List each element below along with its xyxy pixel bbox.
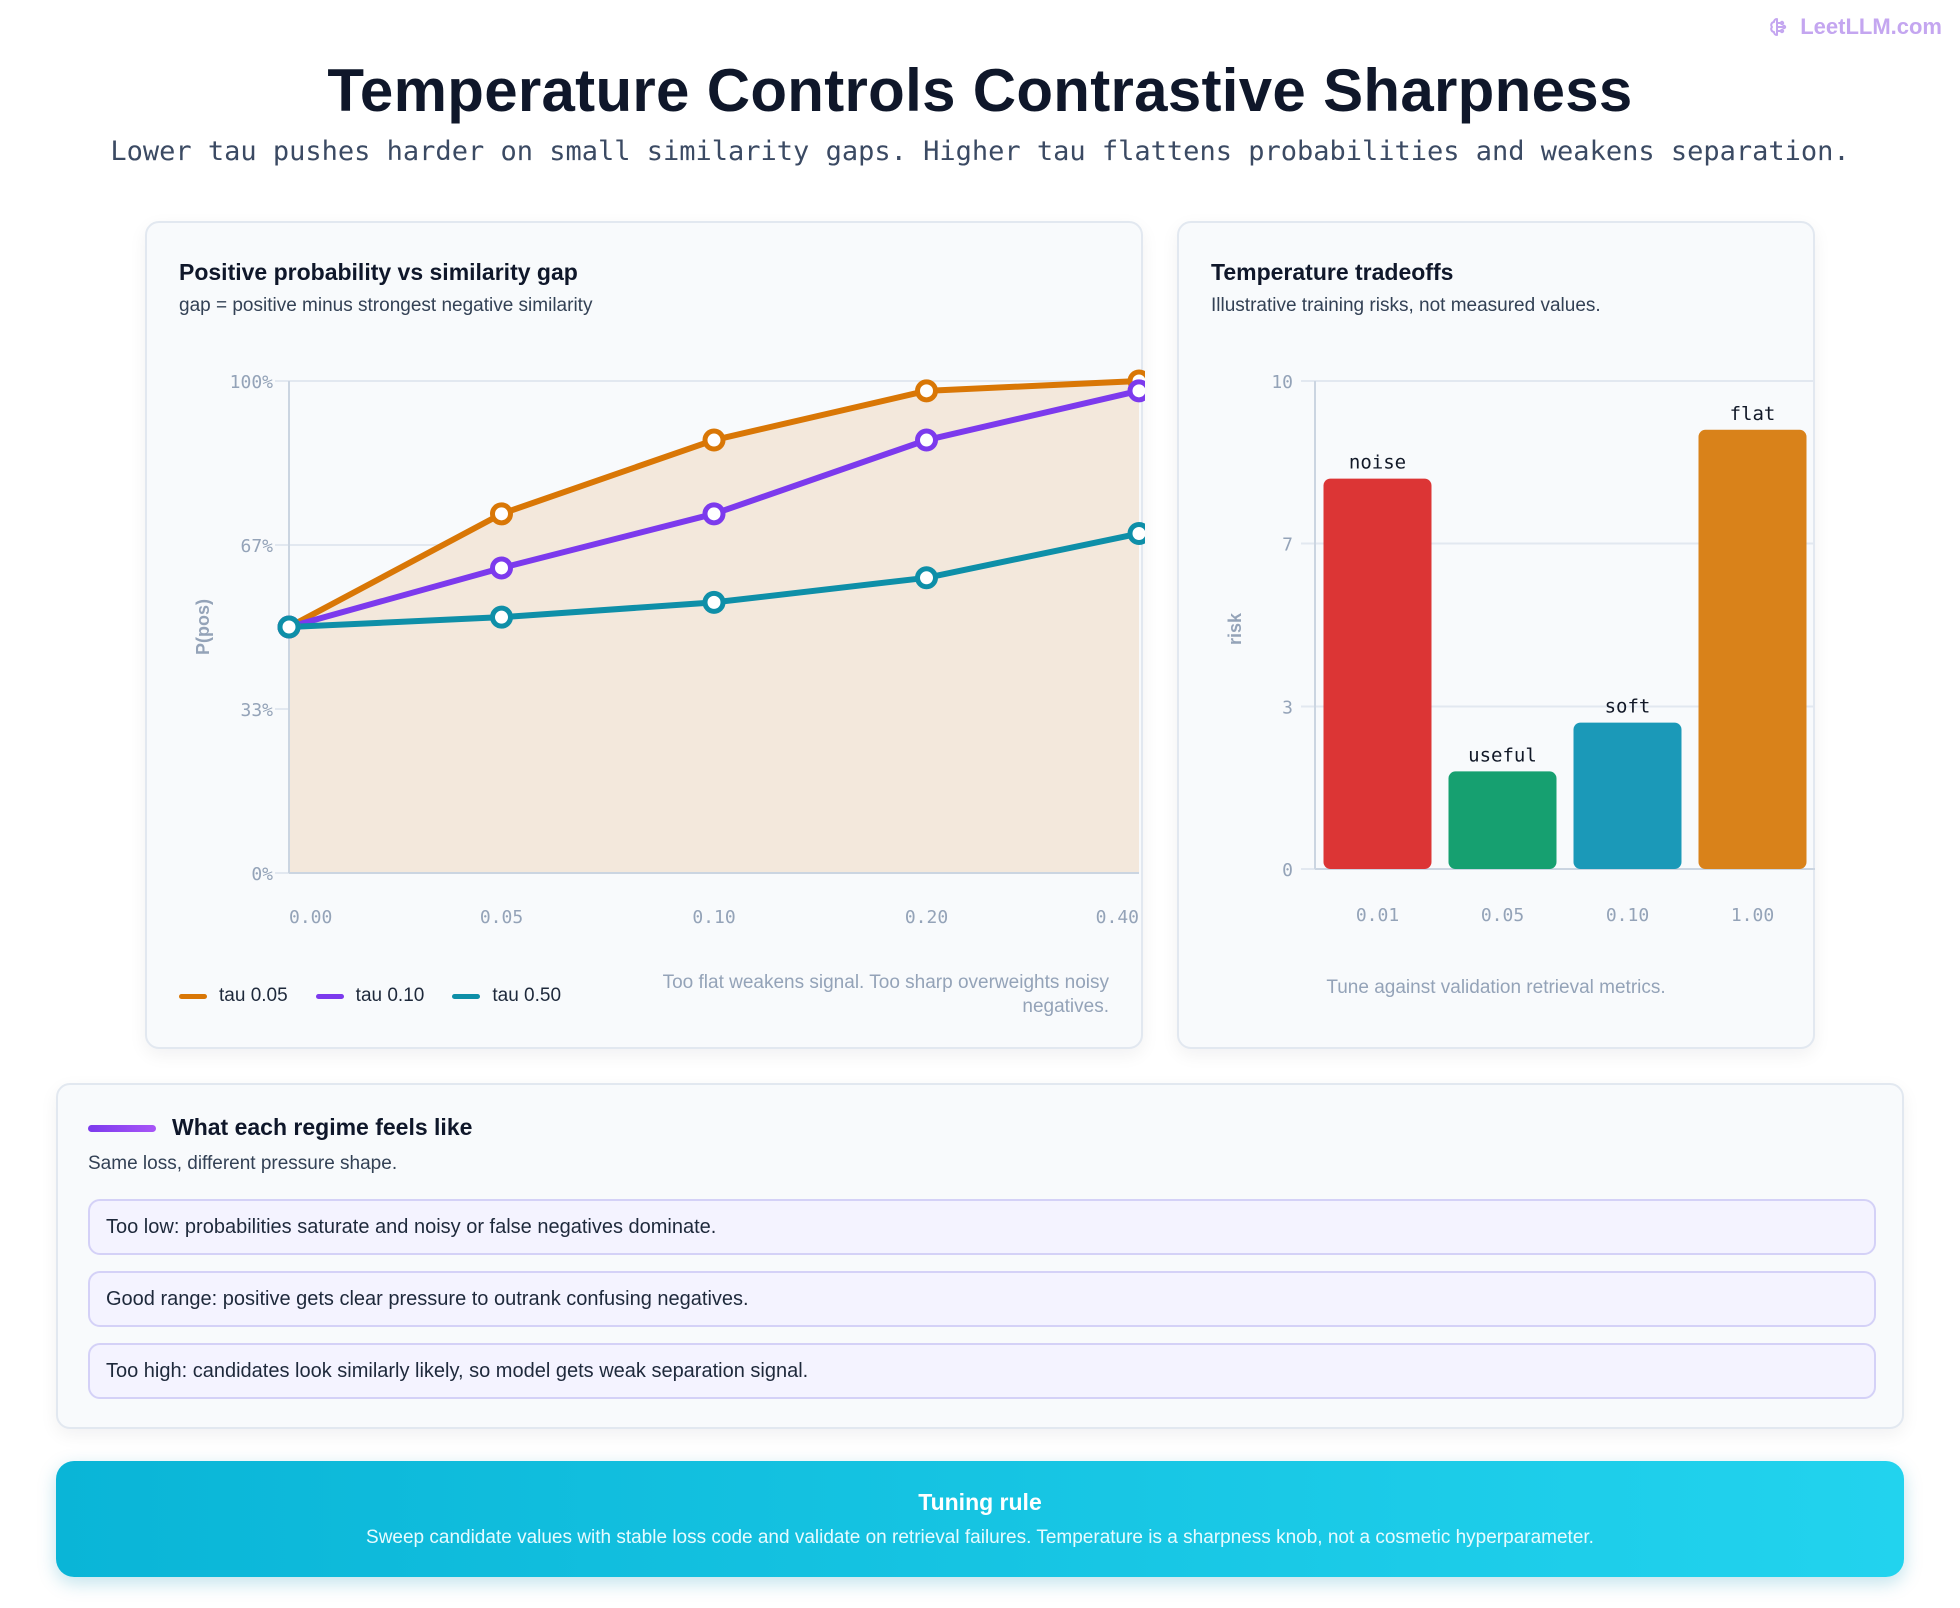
brand-name: LeetLLM.com (1800, 14, 1942, 39)
bar-noise (1323, 478, 1432, 869)
area-fill (289, 381, 1139, 873)
x-tick-label: 0.20 (905, 907, 948, 928)
bar-data-label: useful (1468, 744, 1537, 766)
bar-chart-subtitle: Illustrative training risks, not measure… (1211, 295, 1601, 316)
regimes-card: What each regime feels like Same loss, d… (56, 1083, 1904, 1429)
regimes-accent-bar (88, 1125, 156, 1132)
legend-label: tau 0.05 (219, 985, 288, 1006)
regime-item: Too high: candidates look similarly like… (88, 1343, 1876, 1399)
tuning-rule-text: Sweep candidate values with stable loss … (366, 1527, 1594, 1548)
tuning-rule-title: Tuning rule (918, 1489, 1042, 1515)
legend-item: tau 0.05 (179, 985, 288, 1007)
legend-item: tau 0.50 (452, 985, 561, 1007)
bar-soft (1573, 722, 1682, 869)
legend-item: tau 0.10 (315, 985, 425, 1007)
x-tick-label: 1.00 (1731, 905, 1774, 926)
tuning-rule-banner: Tuning rule Sweep candidate values with … (56, 1461, 1904, 1577)
regime-item: Good range: positive gets clear pressure… (88, 1271, 1876, 1327)
regimes-subtitle: Same loss, different pressure shape. (88, 1153, 398, 1174)
regimes-title: What each regime feels like (172, 1114, 473, 1140)
legend-label: tau 0.10 (355, 985, 425, 1006)
regime-item: Too low: probabilities saturate and nois… (88, 1199, 1876, 1255)
x-tick-label: 0.05 (1481, 905, 1524, 926)
data-point (702, 502, 726, 526)
page-subtitle: Lower tau pushes harder on small similar… (110, 136, 1850, 167)
data-point (915, 428, 938, 452)
data-point (490, 502, 513, 526)
data-point (490, 605, 513, 629)
data-point (915, 566, 938, 590)
x-tick-label: 0.00 (289, 907, 332, 928)
bar-useful (1448, 771, 1557, 869)
y-tick-label: 33% (240, 700, 273, 721)
y-axis-label: P(pos) (193, 599, 213, 655)
x-tick-label: 0.01 (1356, 905, 1399, 926)
bar-chart-card: Temperature tradeoffs Illustrative train… (1177, 221, 1815, 1049)
data-point (915, 379, 938, 403)
bar-chart-note: Tune against validation retrieval metric… (1326, 977, 1666, 998)
y-axis-label: risk (1225, 612, 1245, 645)
y-tick-label: 0 (1282, 860, 1293, 881)
line-chart-legend: tau 0.05 tau 0.10 tau 0.50 (179, 985, 561, 1007)
data-point (490, 556, 513, 580)
bar-data-label: flat (1730, 403, 1776, 425)
data-point (1127, 379, 1145, 403)
line-chart-title: Positive probability vs similarity gap (179, 259, 578, 285)
brand-logo[interactable]: LeetLLM.com (1768, 14, 1942, 40)
x-tick-label: 0.40 (1096, 907, 1139, 928)
bar-flat (1698, 429, 1807, 869)
bar-chart-title: Temperature tradeoffs (1211, 259, 1454, 285)
line-chart-subtitle: gap = positive minus strongest negative … (179, 295, 593, 316)
y-tick-label: 0% (251, 864, 273, 885)
bar-chart: 0 3 7 10 risk noise 0.01 useful 0.05 soft 0.10 flat… (1225, 372, 1815, 926)
y-tick-label: 7 (1282, 535, 1293, 556)
legend-swatch (179, 993, 207, 999)
y-tick-label: 10 (1271, 372, 1293, 393)
legend-swatch (315, 993, 344, 999)
data-point (277, 615, 301, 639)
line-chart-note: Too flat weakens signal. Too sharp overw… (662, 972, 1109, 1017)
y-tick-label: 100% (230, 372, 274, 393)
data-point (702, 428, 726, 452)
x-tick-label: 0.10 (1606, 905, 1649, 926)
x-tick-label: 0.10 (692, 907, 735, 928)
x-tick-label: 0.05 (480, 907, 523, 928)
data-point (1127, 522, 1145, 546)
legend-label: tau 0.50 (492, 985, 562, 1006)
brain-icon (1770, 18, 1787, 36)
bar-data-label: noise (1349, 452, 1406, 474)
line-chart: 0% 33% 67% 100% 0.00 0.05 0.10 0.20 0.40 P(pos) (193, 369, 1145, 928)
line-chart-card: Positive probability vs similarity gap g… (145, 221, 1145, 1049)
page-title: Temperature Controls Contrastive Sharpne… (327, 57, 1633, 124)
y-tick-label: 3 (1282, 697, 1293, 718)
bar-data-label: soft (1605, 696, 1651, 718)
y-tick-label: 67% (240, 536, 273, 557)
legend-swatch (452, 993, 481, 999)
data-point (702, 590, 726, 614)
